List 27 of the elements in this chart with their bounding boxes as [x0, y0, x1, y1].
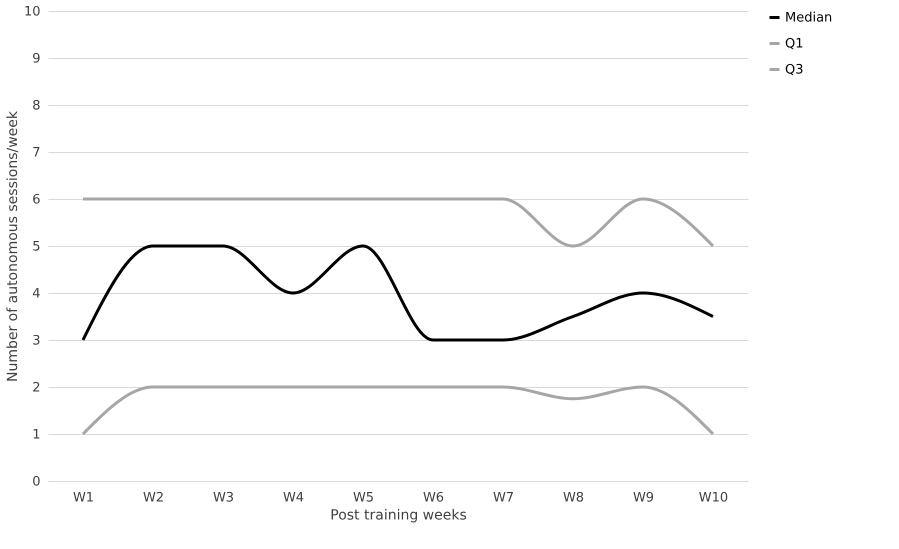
- legend-label: Q1: [785, 36, 804, 52]
- y-axis-title: Number of autonomous sessions/week: [4, 110, 21, 382]
- x-tick-label: W2: [142, 490, 164, 506]
- y-tick-label: 4: [32, 286, 40, 302]
- x-tick-label: W6: [422, 490, 444, 506]
- y-tick-label: 0: [32, 474, 40, 490]
- legend-label: Q3: [785, 62, 804, 78]
- x-tick-label: W3: [212, 490, 234, 506]
- y-tick-label: 7: [32, 146, 40, 160]
- y-tick-label: 3: [32, 334, 40, 348]
- y-tick-label: 8: [32, 98, 40, 114]
- y-tick-label: 5: [32, 240, 40, 254]
- x-tick-label: W1: [72, 490, 94, 506]
- legend-label: Median: [785, 10, 832, 26]
- x-tick-label: W4: [282, 490, 304, 506]
- x-axis-title: Post training weeks: [330, 508, 467, 524]
- line-series: [82, 244, 714, 342]
- y-tick-label: 6: [32, 192, 40, 208]
- x-tick-label: W5: [352, 490, 374, 506]
- y-tick-label: 1: [32, 428, 40, 442]
- x-tick-label: W7: [492, 490, 514, 506]
- x-tick-label: W10: [698, 490, 728, 506]
- x-tick-label: W9: [632, 490, 654, 506]
- y-tick-label: 9: [32, 52, 40, 66]
- y-tick-label: 10: [24, 4, 40, 20]
- x-tick-label: W8: [562, 490, 584, 506]
- y-tick-label: 2: [32, 380, 40, 396]
